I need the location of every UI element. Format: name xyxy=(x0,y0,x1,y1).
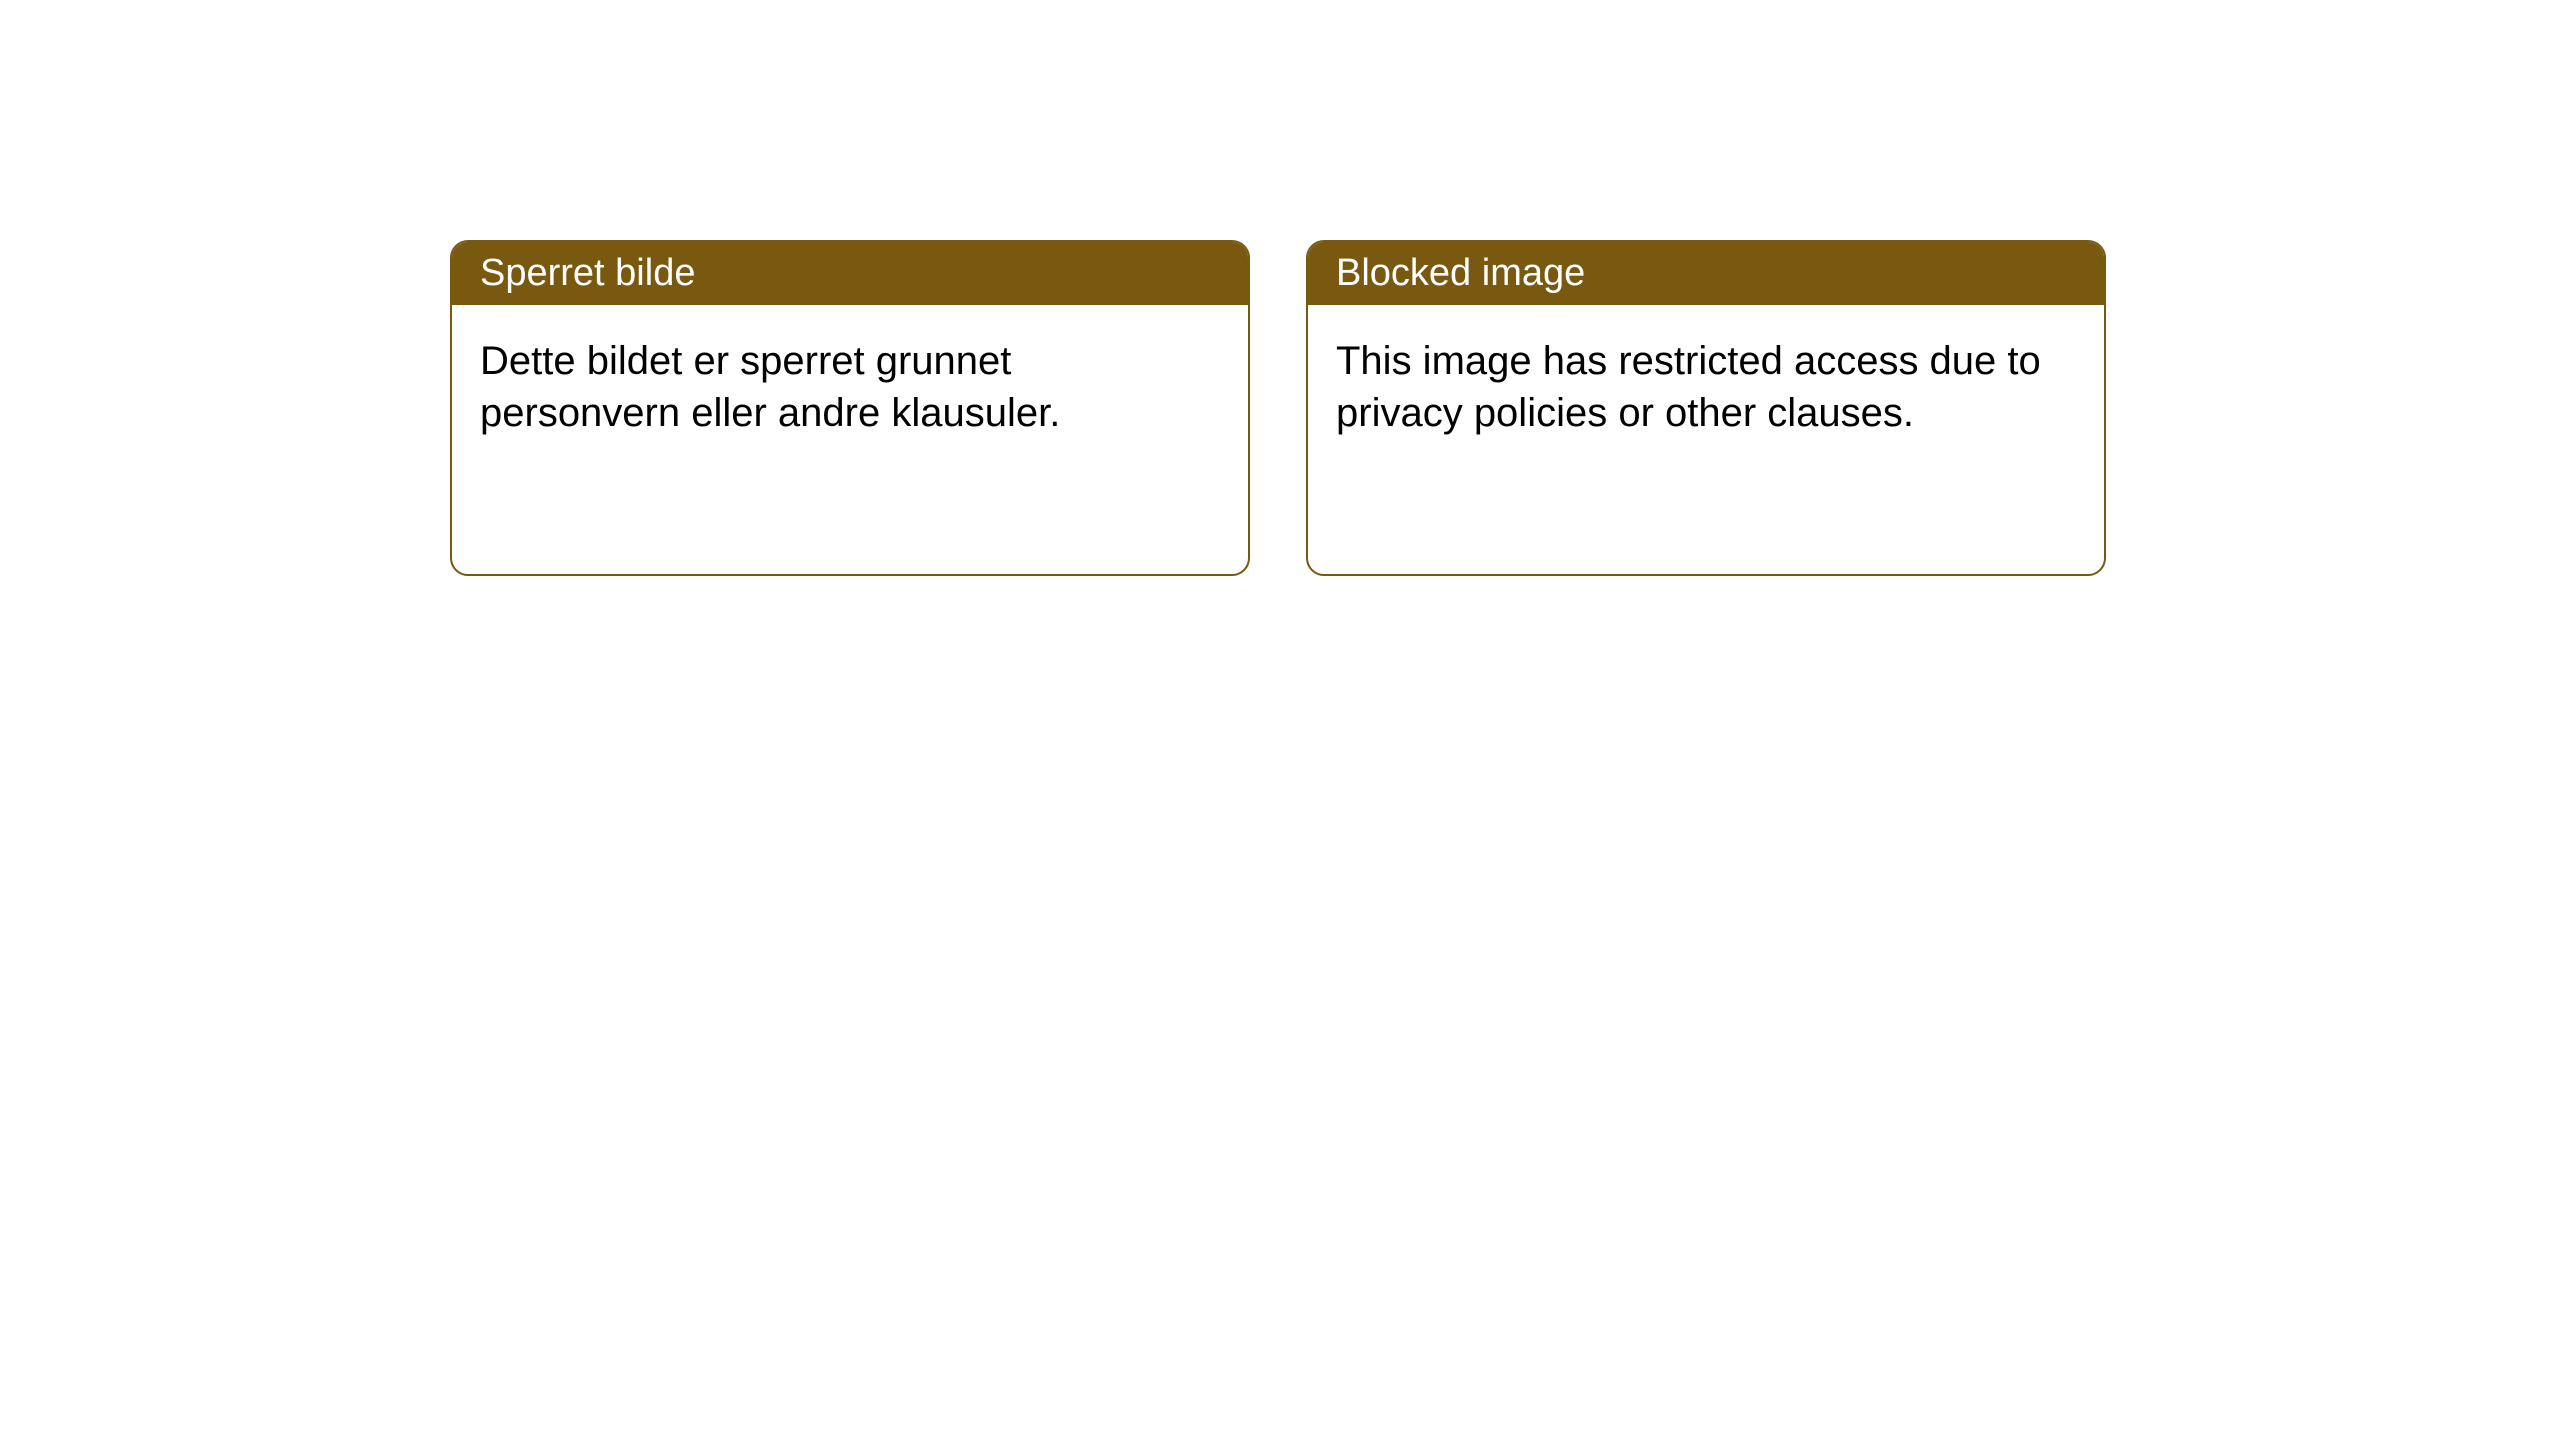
notice-body-norwegian: Dette bildet er sperret grunnet personve… xyxy=(452,305,1248,469)
notice-title-norwegian: Sperret bilde xyxy=(480,252,695,294)
notice-container: Sperret bilde Dette bildet er sperret gr… xyxy=(0,0,2560,576)
notice-body-english: This image has restricted access due to … xyxy=(1308,305,2104,469)
notice-card-norwegian: Sperret bilde Dette bildet er sperret gr… xyxy=(450,240,1250,576)
notice-title-english: Blocked image xyxy=(1336,252,1585,294)
notice-text-english: This image has restricted access due to … xyxy=(1336,339,2041,435)
notice-header-english: Blocked image xyxy=(1308,242,2104,305)
notice-card-english: Blocked image This image has restricted … xyxy=(1306,240,2106,576)
notice-header-norwegian: Sperret bilde xyxy=(452,242,1248,305)
notice-text-norwegian: Dette bildet er sperret grunnet personve… xyxy=(480,339,1060,435)
